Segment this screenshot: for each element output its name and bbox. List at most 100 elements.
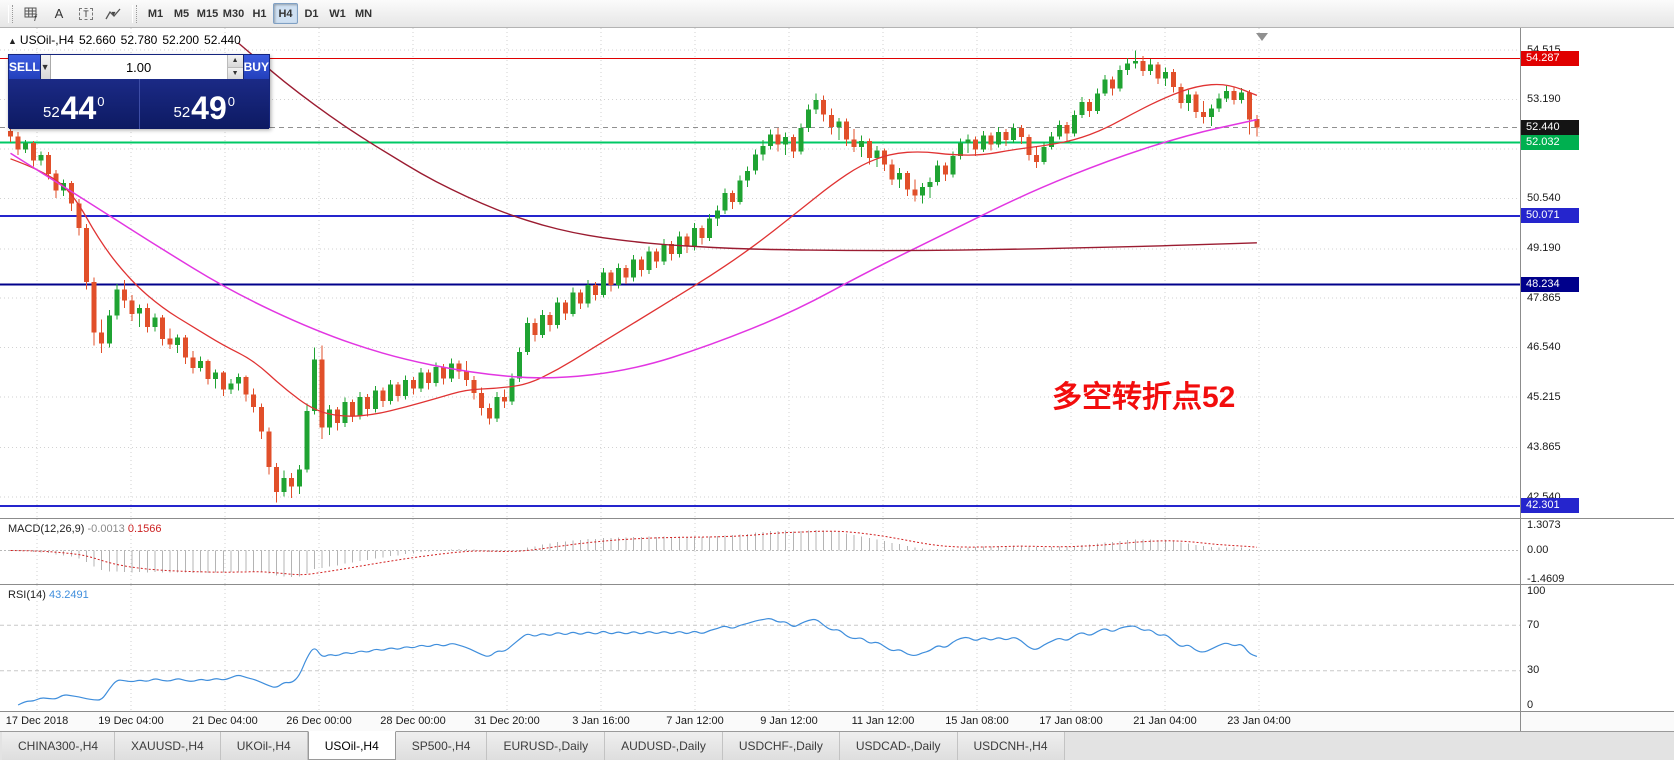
chart-annotation: 多空转折点52 xyxy=(1052,381,1236,414)
line-studies-dropdown-caret[interactable]: ▾ xyxy=(111,9,116,18)
time-axis-label: 17 Dec 2018 xyxy=(5,715,69,727)
time-axis-label: 31 Dec 20:00 xyxy=(474,715,540,727)
price-axis-label: 50.540 xyxy=(1527,191,1561,204)
price-divider xyxy=(138,79,140,129)
ohlc-open: 52.660 xyxy=(78,33,116,47)
tab-usdchfdaily[interactable]: USDCHF-,Daily xyxy=(722,732,840,760)
sell-price-point: 0 xyxy=(97,94,105,109)
timeframe-button-m15[interactable]: M15 xyxy=(196,7,219,20)
symbol-tab-bar: CHINA300-,H4 XAUUSD-,H4 UKOil-,H4 USOil-,H4… xyxy=(0,731,1674,760)
macd-rsi-separator[interactable] xyxy=(0,584,1674,585)
buy-price[interactable]: 52 49 0 xyxy=(140,79,270,129)
rsi-timeaxis-separator xyxy=(0,711,1674,712)
tab-audusddaily[interactable]: AUDUSD-,Daily xyxy=(605,732,723,760)
tab-xauusdh4[interactable]: XAUUSD-,H4 xyxy=(115,732,221,760)
text-box-icon[interactable]: T xyxy=(73,3,99,24)
ma-fast-line xyxy=(10,83,1258,417)
time-axis-label: 21 Jan 04:00 xyxy=(1133,715,1197,727)
time-axis-label: 11 Jan 12:00 xyxy=(851,715,915,727)
volume-up-button[interactable]: ▲ xyxy=(227,55,243,68)
trade-panel-controls: SELL ▼ ▲ ▼ BUY xyxy=(9,55,269,79)
toolbar-drag-handle[interactable] xyxy=(8,4,13,23)
chart-shift-marker[interactable] xyxy=(1256,33,1268,41)
sell-price-prefix: 52 xyxy=(42,104,60,121)
price-axis-separator xyxy=(1520,28,1521,731)
buy-button[interactable]: BUY xyxy=(243,55,269,79)
time-axis-label: 7 Jan 12:00 xyxy=(666,715,724,727)
ma-medium-line xyxy=(10,118,1258,379)
main-macd-separator[interactable] xyxy=(0,518,1674,519)
tab-eurusddaily[interactable]: EURUSD-,Daily xyxy=(487,732,606,760)
macd-label: MACD(12,26,9) -0.0013 0.1566 xyxy=(8,523,162,535)
price-axis-label: 43.865 xyxy=(1527,441,1561,454)
time-axis-label: 23 Jan 04:00 xyxy=(1227,715,1291,727)
tab-usdcaddaily[interactable]: USDCAD-,Daily xyxy=(839,732,958,760)
rsi-axis-label: 100 xyxy=(1527,584,1546,597)
buy-price-point: 0 xyxy=(227,94,235,109)
svg-text:f: f xyxy=(34,13,38,22)
macd-panel-canvas xyxy=(0,519,1520,584)
time-axis-label: 17 Jan 08:00 xyxy=(1039,715,1103,727)
rsi-axis-label: 30 xyxy=(1527,664,1540,677)
tab-sp500h4[interactable]: SP500-,H4 xyxy=(395,732,488,760)
time-axis-label: 3 Jan 16:00 xyxy=(572,715,630,727)
macd-signal-line xyxy=(10,530,1257,576)
volume-dropdown-button[interactable]: ▼ xyxy=(40,55,51,79)
timeframe-button-mn[interactable]: MN xyxy=(354,7,373,20)
timeframe-button-h1[interactable]: H1 xyxy=(252,7,267,20)
price-axis-label: 46.540 xyxy=(1527,341,1561,354)
price-badge-42.301: 42.301 xyxy=(1521,498,1579,514)
timeframe-button-m5[interactable]: M5 xyxy=(173,7,190,20)
price-axis[interactable]: 54.515 53.190 50.540 49.190 47.865 46.540 45.2… xyxy=(1521,28,1674,731)
buy-price-prefix: 52 xyxy=(173,104,191,121)
toolbar-drag-handle-2[interactable] xyxy=(132,4,137,23)
timeframe-button-d1[interactable]: D1 xyxy=(304,7,319,20)
time-axis-label: 21 Dec 04:00 xyxy=(192,715,258,727)
tab-ukoilh4[interactable]: UKOil-,H4 xyxy=(220,732,308,760)
volume-field: ▲ ▼ xyxy=(50,55,244,79)
time-axis-label: 28 Dec 00:00 xyxy=(380,715,446,727)
tab-china300h4[interactable]: CHINA300-,H4 xyxy=(2,732,116,760)
line-studies-icon[interactable]: ▾ xyxy=(100,3,126,24)
timeframe-button-m1[interactable]: M1 xyxy=(147,7,164,20)
price-badge-48.234: 48.234 xyxy=(1521,277,1579,292)
time-axis-label: 15 Jan 08:00 xyxy=(945,715,1009,727)
rsi-axis-label: 70 xyxy=(1527,618,1540,631)
text-label-icon[interactable]: A xyxy=(54,6,64,21)
timeframe-button-h4[interactable]: H4 xyxy=(273,3,298,24)
price-badge-54.287: 54.287 xyxy=(1521,51,1579,66)
volume-down-button[interactable]: ▼ xyxy=(227,67,243,79)
sell-button[interactable]: SELL xyxy=(9,55,41,79)
timeframe-button-w1[interactable]: W1 xyxy=(329,7,346,20)
macd-axis-label: 0.00 xyxy=(1527,544,1549,556)
ohlc-low: 52.200 xyxy=(162,33,200,47)
time-axis[interactable]: 17 Dec 2018 19 Dec 04:00 21 Dec 04:00 26 De… xyxy=(0,712,1674,731)
macd-histogram xyxy=(17,529,1258,577)
ma-slow-line xyxy=(238,42,1257,252)
indicator-grid-icon[interactable]: f xyxy=(19,3,45,24)
buy-price-pips: 49 xyxy=(191,90,227,126)
tab-usoilh4[interactable]: USOil-,H4 xyxy=(307,731,396,760)
macd-axis-label: -1.4609 xyxy=(1527,572,1565,585)
rsi-grid xyxy=(36,585,1260,711)
line-studies-glyph xyxy=(105,8,121,19)
time-axis-label: 26 Dec 00:00 xyxy=(286,715,352,727)
grid-layer xyxy=(0,28,1520,518)
rsi-axis-label: 0 xyxy=(1527,698,1534,711)
timeframe-button-m30[interactable]: M30 xyxy=(222,7,245,20)
tab-usdcnhh4[interactable]: USDCNH-,H4 xyxy=(957,732,1065,760)
sell-price[interactable]: 52 44 0 xyxy=(9,79,139,129)
chart-symbol-icon: ▲ xyxy=(8,36,17,46)
price-axis-label: 53.190 xyxy=(1527,93,1561,105)
trade-panel-prices: 52 44 0 52 49 0 xyxy=(9,79,269,129)
time-axis-label: 19 Dec 04:00 xyxy=(98,715,164,727)
volume-input[interactable] xyxy=(50,55,227,79)
volume-stepper: ▲ ▼ xyxy=(226,55,243,79)
price-axis-label: 49.190 xyxy=(1527,242,1561,255)
sell-price-pips: 44 xyxy=(60,90,97,126)
indicator-grid-glyph: f xyxy=(24,7,38,22)
rsi-label: RSI(14) 43.2491 xyxy=(8,589,89,601)
macd-grid xyxy=(36,519,1260,584)
